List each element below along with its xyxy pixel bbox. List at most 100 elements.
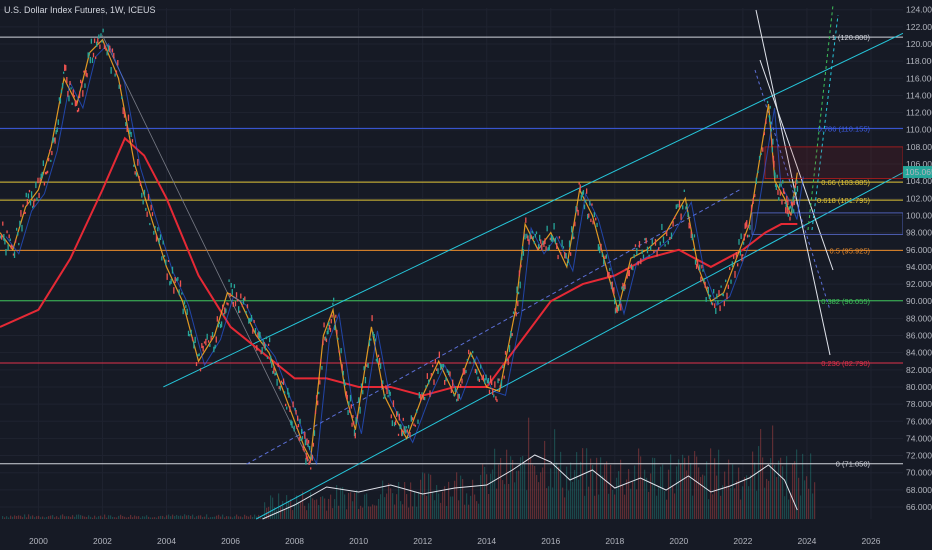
- candle: [17, 231, 19, 236]
- candle: [45, 171, 48, 175]
- candle: [209, 344, 211, 347]
- candle: [328, 321, 330, 327]
- volume-bar: [478, 503, 480, 519]
- candle: [397, 411, 399, 416]
- candle: [265, 336, 268, 340]
- candle: [175, 278, 178, 282]
- candle: [595, 217, 597, 221]
- candle: [766, 100, 769, 104]
- volume-bar: [170, 516, 172, 519]
- volume-bar: [242, 517, 244, 519]
- projection-green: [807, 4, 834, 231]
- volume-bar: [364, 494, 366, 519]
- volume-bar: [286, 495, 288, 519]
- candle: [547, 247, 549, 252]
- candle: [597, 244, 600, 251]
- volume-bar: [650, 473, 652, 519]
- volume-bar: [474, 494, 476, 519]
- volume-bar: [556, 462, 558, 519]
- volume-bar: [808, 488, 810, 519]
- candle: [480, 364, 482, 369]
- candle: [569, 252, 572, 256]
- candle: [790, 212, 792, 216]
- volume-bar: [8, 517, 10, 519]
- candle: [178, 289, 180, 296]
- candle: [60, 89, 63, 94]
- volume-bar: [214, 516, 216, 519]
- candle: [769, 105, 771, 109]
- candle: [778, 197, 780, 201]
- candle: [202, 345, 204, 352]
- volume-bar: [110, 515, 112, 519]
- time-axis-background: [0, 530, 903, 550]
- candle: [612, 288, 614, 293]
- candle: [626, 275, 628, 279]
- volume-bar: [814, 482, 816, 519]
- candle: [215, 336, 217, 343]
- volume-bar: [182, 516, 184, 519]
- candle: [78, 91, 81, 99]
- candle: [596, 222, 598, 228]
- candle: [135, 172, 138, 177]
- candle: [493, 394, 495, 398]
- volume-bar: [180, 515, 182, 519]
- volume-bar: [510, 456, 512, 519]
- candle: [382, 380, 384, 385]
- volume-bar: [306, 510, 308, 519]
- candle: [64, 64, 66, 72]
- candle: [694, 259, 697, 265]
- candle: [381, 382, 383, 388]
- volume-bar: [124, 516, 126, 519]
- candle: [340, 348, 342, 354]
- y-tick-label: 124.000: [906, 5, 932, 15]
- volume-bar: [68, 516, 70, 519]
- y-tick-label: 118.000: [906, 56, 932, 66]
- candle: [705, 297, 707, 302]
- candle: [19, 220, 21, 227]
- candle: [418, 391, 420, 399]
- volume-bar: [416, 506, 418, 519]
- volume-bar: [384, 497, 386, 519]
- volume-bar: [28, 514, 30, 519]
- candle: [85, 70, 87, 77]
- candle: [638, 241, 641, 248]
- candle: [403, 426, 405, 434]
- volume-bar: [40, 517, 42, 519]
- volume-bar: [574, 469, 576, 519]
- volume-bar: [346, 509, 348, 519]
- volume-bar: [294, 503, 296, 519]
- candle: [557, 254, 559, 260]
- volume-bar: [296, 495, 298, 519]
- candle: [232, 301, 234, 307]
- candle: [224, 307, 226, 315]
- candle: [674, 216, 676, 220]
- candle: [421, 392, 423, 395]
- volume-bar: [646, 477, 648, 519]
- candle: [460, 384, 462, 388]
- candle: [189, 333, 191, 337]
- volume-bar: [94, 515, 96, 519]
- candle: [385, 385, 387, 390]
- candle: [593, 212, 596, 218]
- candle: [444, 379, 446, 385]
- y-tick-label: 70.000: [906, 468, 932, 478]
- candle: [745, 221, 747, 229]
- candle: [378, 357, 381, 365]
- candle: [402, 417, 404, 421]
- candle: [564, 251, 566, 259]
- volume-bar: [540, 472, 542, 519]
- candle: [771, 138, 773, 146]
- candle: [177, 276, 179, 281]
- volume-bar: [750, 475, 752, 519]
- candle: [169, 281, 171, 286]
- volume-bar: [106, 517, 108, 519]
- candle: [466, 358, 469, 362]
- volume-bar: [802, 453, 804, 519]
- candle: [174, 276, 176, 284]
- candle: [780, 183, 782, 187]
- volume-bar: [144, 516, 146, 519]
- candle: [633, 254, 635, 259]
- volume-bar: [154, 517, 156, 519]
- candle: [791, 202, 794, 207]
